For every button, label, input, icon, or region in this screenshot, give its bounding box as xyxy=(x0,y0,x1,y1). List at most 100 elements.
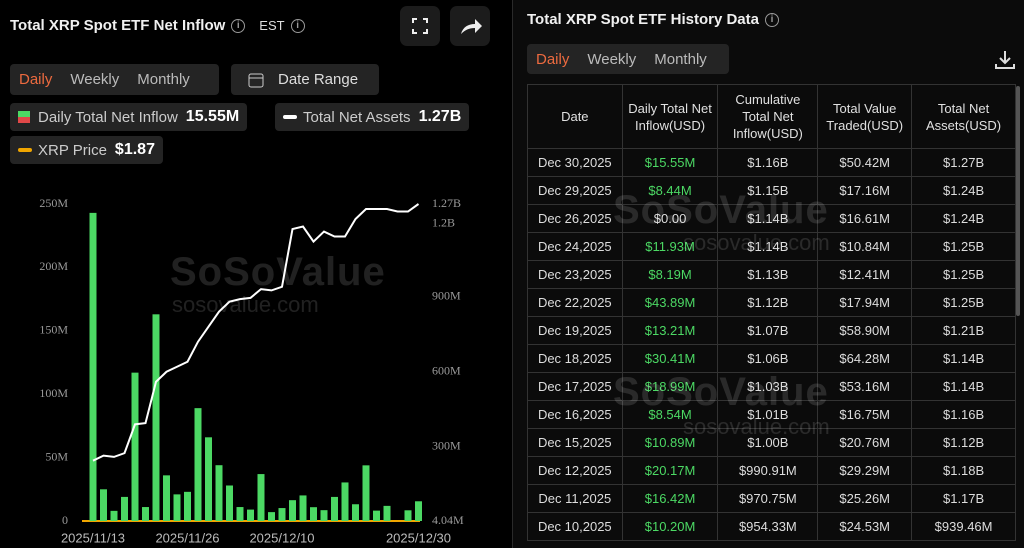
y-tick-label: 50M xyxy=(45,449,68,463)
table-cell: $1.14B xyxy=(717,204,819,233)
y-tick-label: 200M xyxy=(39,259,68,273)
legend-price[interactable]: XRP Price $1.87 xyxy=(10,136,163,164)
watermark: sosovalue.com xyxy=(683,414,830,439)
bar xyxy=(278,508,286,521)
table-cell: $1.18B xyxy=(911,456,1016,485)
title-text: Total XRP Spot ETF Net Inflow xyxy=(10,17,226,34)
table-row: Dec 12,2025 $20.17M $990.91M $29.29M $1.18B xyxy=(527,456,1016,485)
table-row: Dec 26,2025 $0.00 $1.14B $16.61M $1.24B xyxy=(527,204,1016,233)
tab[interactable]: Weekly xyxy=(70,71,120,88)
bar xyxy=(163,475,170,521)
table-row: Dec 30,2025 $15.55M $1.16B $50.42M $1.27B xyxy=(527,148,1016,177)
bar xyxy=(89,212,97,521)
legend-value: $1.87 xyxy=(114,141,155,158)
bar xyxy=(289,500,296,521)
table-cell: $20.17M xyxy=(621,456,719,485)
scrollbar[interactable] xyxy=(1016,86,1020,316)
bar xyxy=(215,465,223,521)
bar xyxy=(131,372,139,521)
table-cell: Dec 18,2025 xyxy=(527,344,623,373)
bar xyxy=(373,510,380,521)
tab[interactable]: Daily xyxy=(19,71,53,88)
column-header: Total Value Traded(USD) xyxy=(817,84,913,149)
table-cell: $1.15B xyxy=(717,176,819,205)
table-cell: $1.25B xyxy=(911,232,1016,261)
tab[interactable]: Weekly xyxy=(587,50,637,68)
table-cell: $17.94M xyxy=(817,288,913,317)
period-tabs: Daily Weekly Monthly xyxy=(10,64,219,95)
divider xyxy=(512,0,513,548)
y-tick-label: 0 xyxy=(62,513,68,527)
watermark: SoSoValue xyxy=(613,188,829,232)
x-tick-label: 2025/12/10 xyxy=(249,530,314,545)
info-icon[interactable]: i xyxy=(231,19,246,34)
bar xyxy=(352,504,359,521)
table-row: Dec 19,2025 $13.21M $1.07B $58.90M $1.21B xyxy=(527,316,1016,345)
column-header: Total Net Assets(USD) xyxy=(911,84,1016,149)
bar xyxy=(404,510,412,521)
tab[interactable]: Monthly xyxy=(654,50,707,68)
table-cell: $30.41M xyxy=(621,344,719,373)
bar xyxy=(257,474,265,521)
column-header: Cumulative Total Net Inflow(USD) xyxy=(717,84,819,149)
y2-tick-label: 900M xyxy=(432,288,461,302)
table-cell: $16.75M xyxy=(817,400,913,429)
bar xyxy=(226,485,233,521)
table-cell: $1.16B xyxy=(717,148,819,177)
table-cell: $50.42M xyxy=(817,148,913,177)
table-cell: $43.89M xyxy=(621,288,719,317)
tab[interactable]: Monthly xyxy=(137,71,190,88)
info-icon[interactable]: i xyxy=(764,13,779,28)
bar xyxy=(415,501,422,521)
y2-tick-label: 1.2B xyxy=(432,215,455,229)
history-table: Date Daily Total Net Inflow(USD) Cumulativ… xyxy=(527,84,1016,541)
bar xyxy=(383,505,391,521)
table-cell: $64.28M xyxy=(817,344,913,373)
bar xyxy=(184,491,191,521)
bar xyxy=(205,437,212,521)
bar xyxy=(100,489,107,521)
timezone[interactable]: EST xyxy=(259,18,285,33)
x-tick-label: 2025/12/30 xyxy=(386,530,451,545)
tab[interactable]: Daily xyxy=(536,50,570,68)
table-row: Dec 23,2025 $8.19M $1.13B $12.41M $1.25B xyxy=(527,260,1016,289)
bar xyxy=(320,510,328,521)
legend-value: 15.55M xyxy=(185,108,240,125)
table-row: Dec 10,2025 $10.20M $954.33M $24.53M $939.46… xyxy=(527,512,1016,541)
table-cell: Dec 23,2025 xyxy=(527,260,623,289)
table-cell: $970.75M xyxy=(717,484,819,513)
table-cell: Dec 10,2025 xyxy=(527,512,623,541)
table-cell: Dec 11,2025 xyxy=(527,484,623,513)
watermark: sosovalue.com xyxy=(172,292,319,317)
legend-assets[interactable]: Total Net Assets 1.27B xyxy=(275,103,470,131)
table-cell: $18.99M xyxy=(621,372,719,401)
bar xyxy=(142,507,149,521)
download-icon[interactable] xyxy=(993,48,1017,72)
header-row: Date Daily Total Net Inflow(USD) Cumulativ… xyxy=(527,84,1016,149)
date-range-button[interactable]: Date Range xyxy=(231,64,379,95)
share-button[interactable] xyxy=(450,6,490,46)
fullscreen-button[interactable] xyxy=(400,6,440,46)
table-cell: $1.13B xyxy=(717,260,819,289)
period-tabs: Daily Weekly Monthly xyxy=(527,44,729,74)
watermark: SoSoValue xyxy=(613,370,829,414)
bar xyxy=(236,507,244,521)
table-cell: $1.25B xyxy=(911,288,1016,317)
legend-label: XRP Price xyxy=(38,141,107,159)
left-panel: Total XRP Spot ETF Net Inflow i EST i Daily… xyxy=(0,0,512,548)
table-cell: $1.14B xyxy=(911,344,1016,373)
table-cell: $1.14B xyxy=(911,372,1016,401)
legend-inflow[interactable]: Daily Total Net Inflow 15.55M xyxy=(10,103,248,131)
table-row: Dec 15,2025 $10.89M $1.00B $20.76M $1.12B xyxy=(527,428,1016,457)
info-icon[interactable]: i xyxy=(290,19,305,34)
bar xyxy=(310,507,317,521)
table-cell: $10.20M xyxy=(621,512,719,541)
table-cell: $1.17B xyxy=(911,484,1016,513)
table-cell: $1.24B xyxy=(911,204,1016,233)
table-row: Dec 24,2025 $11.93M $1.14B $10.84M $1.25B xyxy=(527,232,1016,261)
bar xyxy=(152,314,160,521)
table-cell: $1.27B xyxy=(911,148,1016,177)
table-cell: $1.25B xyxy=(911,260,1016,289)
y-tick-label: 150M xyxy=(39,323,68,337)
